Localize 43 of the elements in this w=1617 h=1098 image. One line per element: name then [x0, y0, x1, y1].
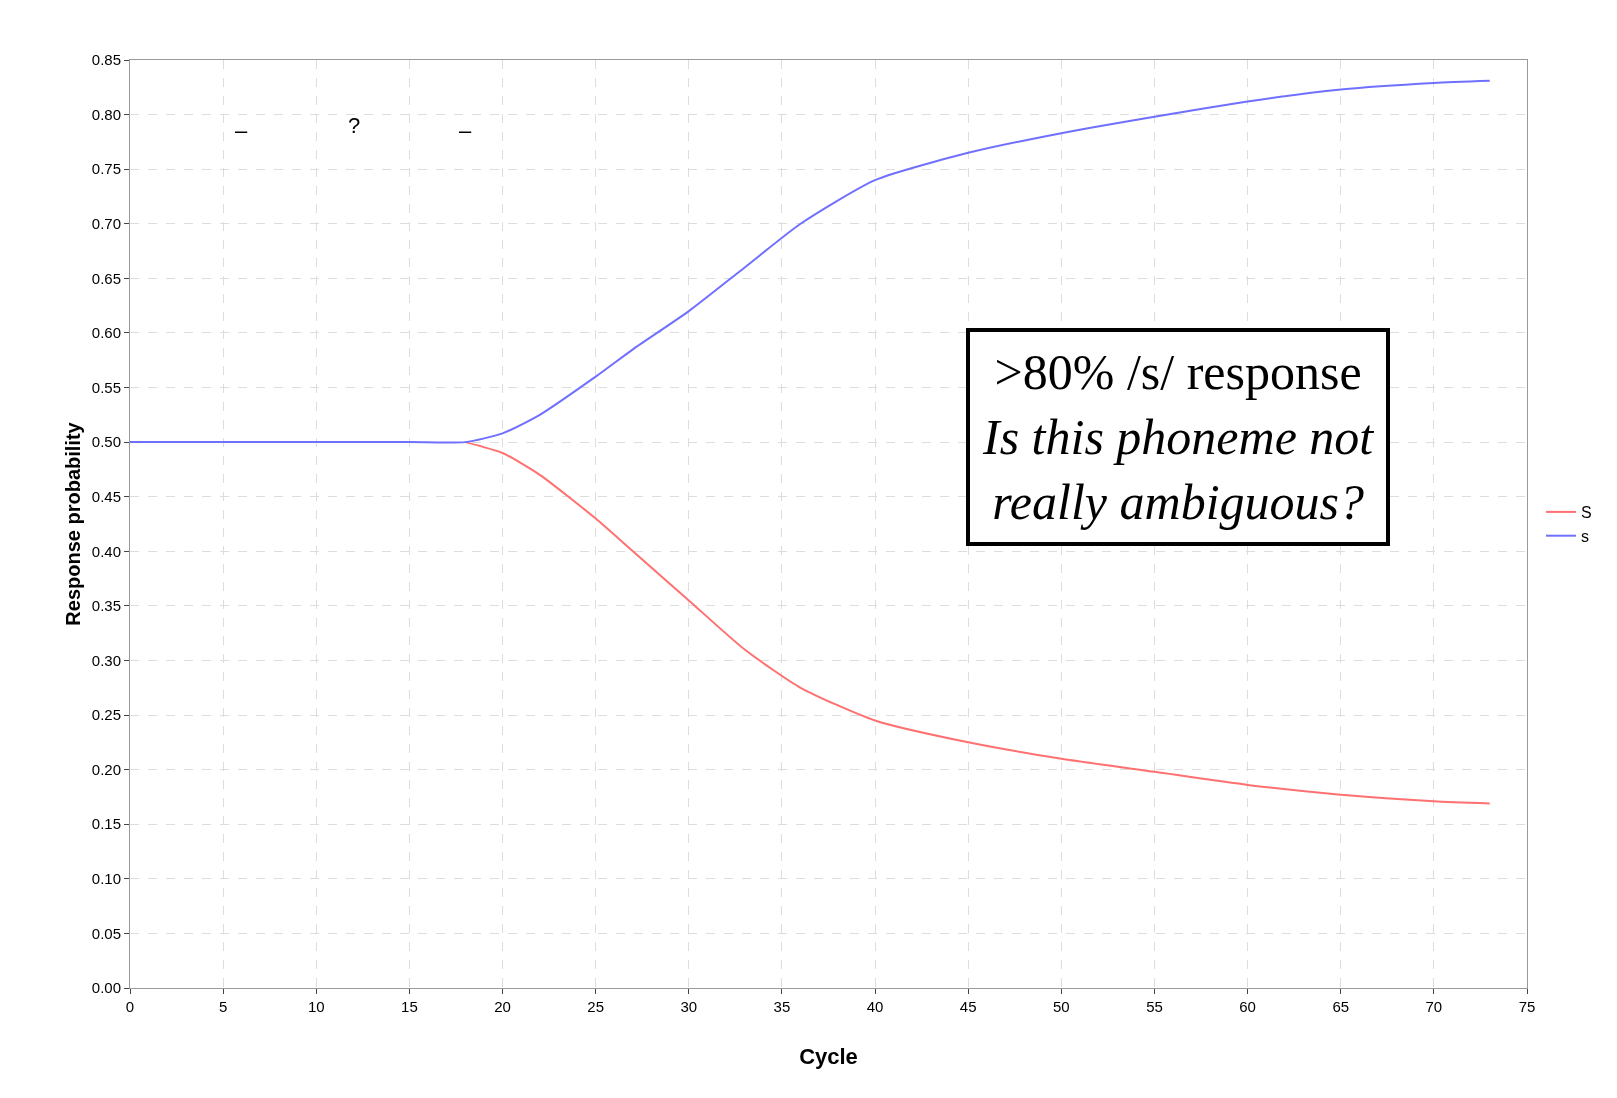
x-tick-label: 25: [587, 998, 605, 1015]
x-tick-label: 40: [866, 998, 884, 1015]
annotation: –: [459, 118, 472, 143]
y-tick-label: 0.35: [91, 597, 121, 615]
x-tick-label: 0: [125, 998, 135, 1015]
legend-label: s: [1580, 527, 1589, 545]
x-tick-label: 60: [1239, 998, 1256, 1015]
y-tick-label: 0.15: [91, 815, 121, 833]
y-tick-label: 0.25: [91, 706, 121, 724]
annotation: >80% /s/ response: [994, 344, 1362, 400]
x-tick-label: 10: [307, 998, 325, 1015]
y-tick-label: 0.70: [91, 215, 121, 233]
y-tick-label: 0.20: [91, 760, 121, 778]
y-tick-label: 0.30: [91, 651, 121, 669]
x-tick-label: 15: [401, 998, 418, 1015]
y-tick-label: 0.45: [91, 487, 121, 505]
x-tick-label: 50: [1052, 998, 1070, 1015]
y-tick-label: 0.85: [91, 51, 121, 69]
x-tick-label: 35: [773, 998, 791, 1015]
y-axis-title: Response probability: [62, 421, 84, 626]
x-tick-label: 55: [1146, 998, 1163, 1015]
x-tick-label: 70: [1425, 998, 1443, 1015]
y-tick-label: 0.60: [91, 324, 121, 342]
x-axis-title: Cycle: [799, 1044, 858, 1069]
x-tick-label: 45: [959, 998, 977, 1015]
x-tick-label: 75: [1518, 998, 1536, 1015]
y-tick-label: 0.10: [91, 870, 121, 888]
annotation: ?: [348, 113, 361, 138]
x-tick-label: 5: [218, 998, 228, 1015]
legend-label: S: [1580, 504, 1592, 522]
x-tick-label: 65: [1332, 998, 1350, 1015]
y-tick-label: 0.75: [91, 160, 121, 178]
y-tick-label: 0.00: [91, 979, 121, 997]
x-tick-label: 20: [494, 998, 511, 1015]
annotation: –: [235, 118, 248, 143]
y-tick-label: 0.65: [91, 269, 121, 287]
y-tick-label: 0.05: [91, 924, 121, 942]
x-tick-label: 30: [680, 998, 698, 1015]
annotation: Is this phoneme not really ambiguous?: [982, 409, 1375, 530]
y-tick-label: 0.40: [91, 542, 121, 560]
y-tick-label: 0.80: [91, 105, 121, 123]
y-tick-label: 0.50: [91, 433, 121, 451]
y-tick-label: 0.55: [91, 378, 121, 396]
